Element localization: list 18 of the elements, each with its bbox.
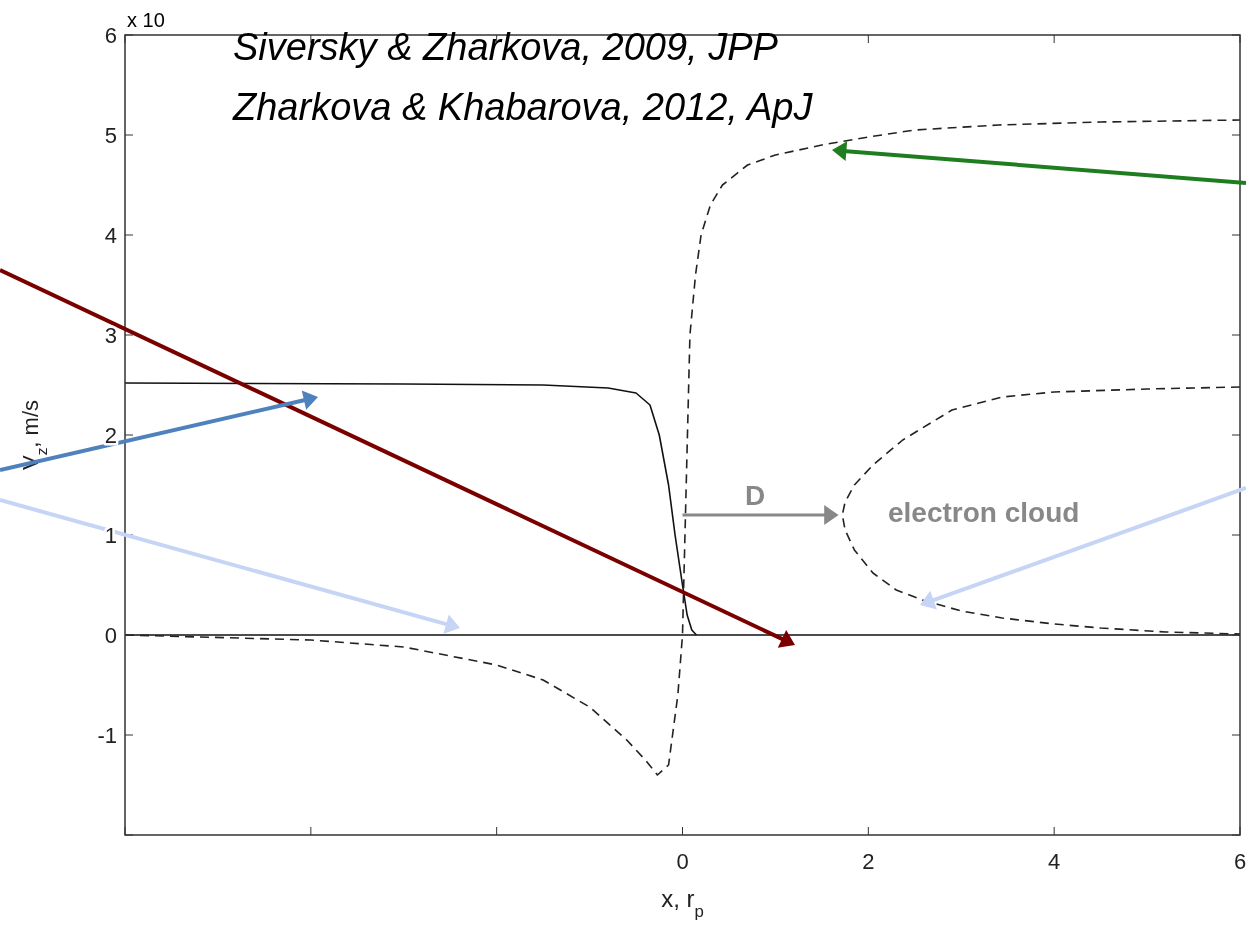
x-tick-label: 2 [862,849,875,874]
x-tick-label: 4 [1048,849,1061,874]
y-tick-label: 6 [104,23,117,48]
y-tick-label: 1 [104,523,117,548]
y-tick-label: 2 [104,423,117,448]
y-tick-label: 4 [104,223,117,248]
y-tick-label: 0 [104,623,117,648]
annotation: Zharkova & Khabarova, 2012, ApJ [232,86,814,128]
annotation: electron cloud [888,497,1080,528]
annotation: Siversky & Zharkova, 2009, JPP [233,26,779,68]
y-tick-label: -1 [97,723,117,748]
y-tick-label: 5 [104,123,117,148]
text: x 10 [127,9,165,31]
x-tick-label: 0 [676,849,689,874]
x-axis-title: x, r$_{p}$ [661,885,704,921]
x-tick-label: 6 [1233,849,1246,874]
y-tick-label: 3 [104,323,117,348]
annotation: D [745,480,766,511]
